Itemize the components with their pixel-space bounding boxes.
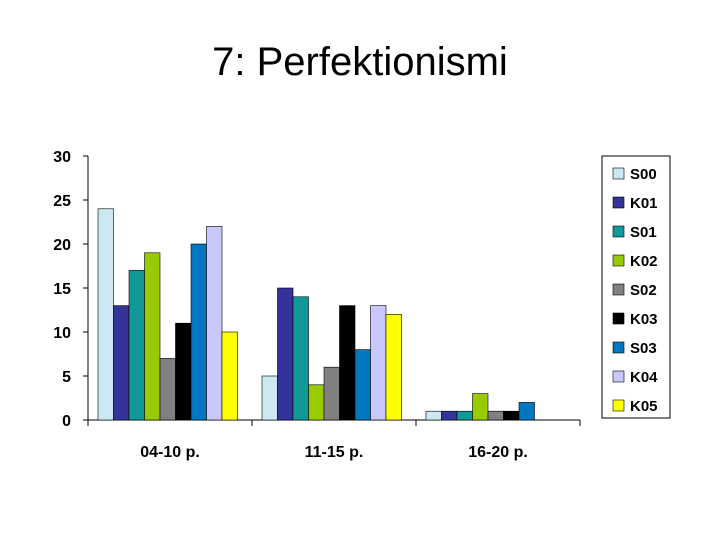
legend-label-k01: K01 <box>630 195 658 212</box>
bar-s02-0 <box>159 358 176 421</box>
legend-swatch-k02 <box>612 254 625 267</box>
legend-swatch-s03 <box>612 341 625 354</box>
bar-k03-1 <box>339 305 356 421</box>
legend-label-k03: K03 <box>630 311 658 328</box>
bar-s00-1 <box>261 375 278 421</box>
x-category-label: 16-20 p. <box>468 444 528 461</box>
bar-k01-2 <box>441 410 458 421</box>
legend-label-k02: K02 <box>630 253 658 270</box>
legend-swatch-s01 <box>612 225 625 238</box>
bar-k02-1 <box>308 384 325 421</box>
bar-k04-0 <box>206 226 223 421</box>
y-tick-label: 15 <box>53 281 71 298</box>
y-tick-label: 0 <box>62 413 71 430</box>
y-tick-label: 20 <box>53 237 71 254</box>
legend: S00 K01 S01 K02 S02 K03 S03 K04 K05 <box>601 155 671 419</box>
bars <box>97 208 535 421</box>
bar-s02-2 <box>487 410 504 421</box>
legend-swatch-s00 <box>612 167 625 180</box>
legend-label-s01: S01 <box>630 224 657 241</box>
bar-k01-1 <box>277 287 294 421</box>
legend-swatch-k05 <box>612 399 625 412</box>
y-tick-label: 5 <box>62 369 71 386</box>
legend-label-k04: K04 <box>630 369 658 386</box>
legend-label-s02: S02 <box>630 282 657 299</box>
legend-swatch-s02 <box>612 283 625 296</box>
y-tick-label: 10 <box>53 325 71 342</box>
bar-s03-1 <box>354 349 371 421</box>
bar-k03-0 <box>175 322 192 421</box>
x-category-label: 04-10 p. <box>140 444 200 461</box>
legend-label-k05: K05 <box>630 398 658 415</box>
bar-k05-1 <box>385 314 402 421</box>
legend-label-s03: S03 <box>630 340 657 357</box>
bar-s01-1 <box>292 296 309 421</box>
bar-s02-1 <box>323 366 340 421</box>
bar-s00-2 <box>425 410 442 421</box>
chart-title: 7: Perfektionismi <box>212 40 508 84</box>
bar-k01-0 <box>113 305 130 421</box>
bar-k02-2 <box>472 393 489 421</box>
y-tick-label: 30 <box>53 149 71 166</box>
bar-s03-0 <box>190 243 207 421</box>
legend-swatch-k01 <box>612 196 625 209</box>
bar-k05-0 <box>221 331 238 421</box>
bar-k04-1 <box>370 305 387 421</box>
x-category-label: 11-15 p. <box>305 444 364 461</box>
legend-swatch-k03 <box>612 312 625 325</box>
y-tick-label: 25 <box>53 193 71 210</box>
bar-s01-0 <box>128 270 145 421</box>
bar-s01-2 <box>456 410 473 421</box>
legend-label-s00: S00 <box>630 166 657 183</box>
bar-k02-0 <box>144 252 161 421</box>
legend-swatch-k04 <box>612 370 625 383</box>
bar-s00-0 <box>97 208 114 421</box>
bar-s03-2 <box>518 402 535 421</box>
bar-k03-2 <box>503 410 520 421</box>
